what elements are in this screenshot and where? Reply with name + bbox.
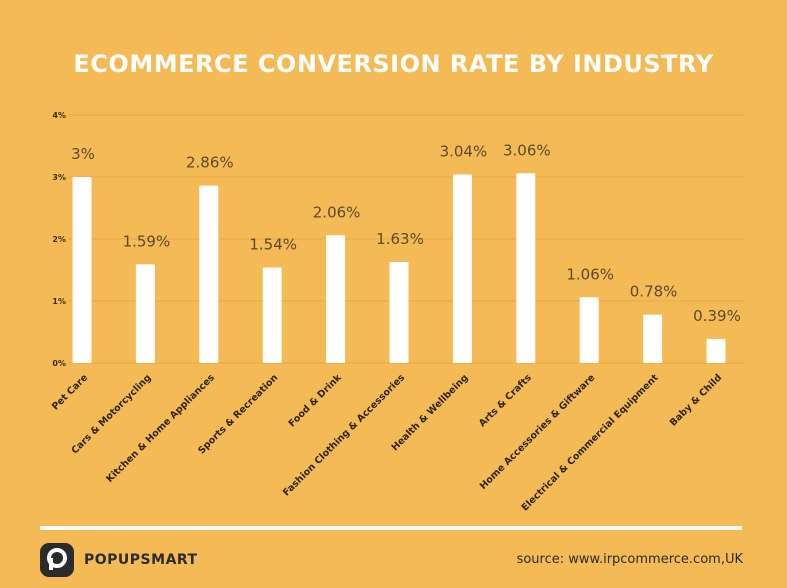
y-tick-label: 4%: [52, 111, 66, 120]
bar: [199, 185, 219, 363]
x-tick-label: Pet Care: [50, 372, 90, 412]
bar: [262, 267, 282, 363]
x-tick-label: Kitchen & Home Appliances: [104, 372, 217, 485]
data-label: 1.63%: [376, 230, 424, 248]
data-label: 2.86%: [186, 154, 234, 172]
bar: [452, 174, 472, 363]
brand: POPUPSMART: [40, 543, 198, 577]
data-label: 1.59%: [123, 232, 171, 250]
y-tick-label: 0%: [52, 359, 66, 368]
chart-title: ECOMMERCE CONVERSION RATE BY INDUSTRY: [73, 50, 714, 78]
footer-divider: [40, 526, 742, 530]
y-tick-label: 3%: [52, 173, 66, 182]
x-tick-label: Electrical & Commercial Equipment: [520, 372, 661, 513]
x-tick-label: Arts & Crafts: [477, 372, 534, 429]
data-label: 3%: [71, 145, 95, 163]
bar: [72, 177, 92, 363]
popupsmart-logo-icon: [40, 543, 74, 577]
source-text: source: www.irpcommerce.com,UK: [516, 552, 743, 567]
bar: [706, 338, 726, 363]
x-tick-label: Home Accessories & Giftware: [478, 372, 598, 492]
bar: [516, 173, 536, 363]
bar: [643, 314, 663, 363]
data-label: 0.39%: [693, 307, 741, 325]
data-label: 2.06%: [313, 203, 361, 221]
bar: [389, 261, 409, 363]
brand-name: POPUPSMART: [84, 552, 198, 568]
bar: [135, 264, 155, 363]
data-label: 0.78%: [630, 283, 678, 301]
x-tick-label: Baby & Child: [668, 372, 724, 428]
y-tick-label: 2%: [52, 235, 66, 244]
bar: [579, 297, 599, 363]
x-tick-label: Fashion Clothing & Accessories: [281, 372, 407, 498]
y-tick-label: 1%: [52, 297, 66, 306]
data-label: 3.06%: [503, 141, 551, 159]
bar: [326, 235, 346, 363]
data-label: 3.04%: [440, 143, 488, 161]
x-tick-label: Food & Drink: [287, 372, 345, 430]
data-label: 1.06%: [566, 265, 614, 283]
data-label: 1.54%: [249, 236, 297, 254]
